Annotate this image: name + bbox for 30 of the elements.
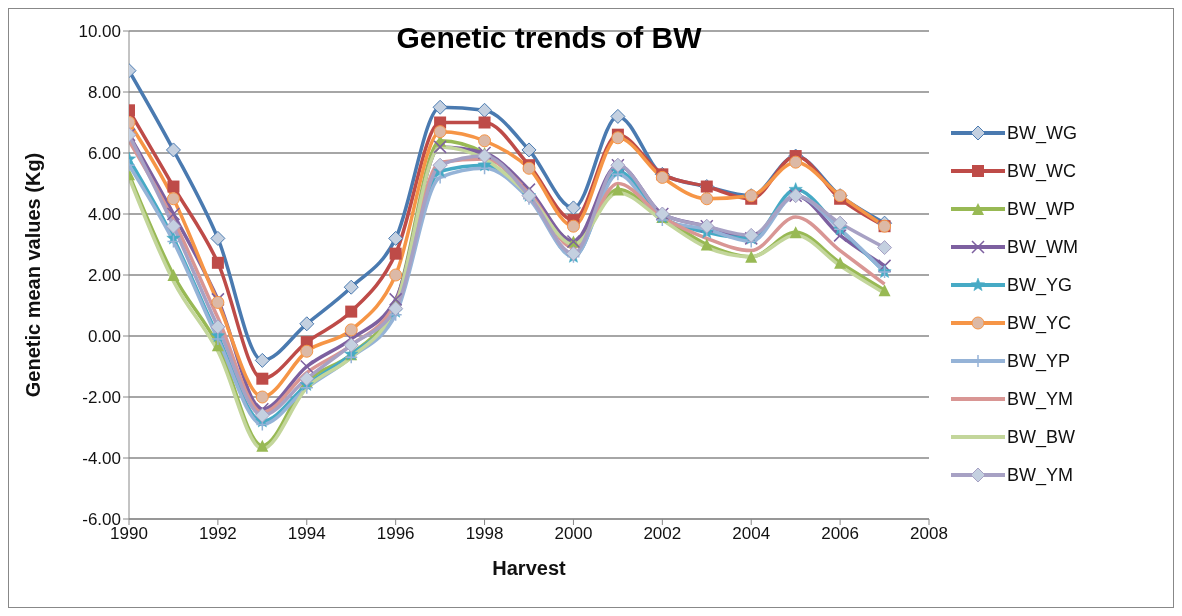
legend-label: BW_YM (1007, 464, 1074, 486)
legend-label: BW_YG (1007, 274, 1073, 296)
x-tick-label: 2006 (821, 524, 860, 544)
x-tick-label: 1994 (287, 524, 326, 544)
legend-label: BW_WM (1007, 236, 1078, 258)
y-tick-label: -4.00 (82, 449, 121, 469)
chart-title: Genetic trends of BW (395, 21, 703, 55)
x-axis-title: Harvest (492, 557, 567, 579)
legend-label: BW_YM (1007, 388, 1074, 410)
y-tick-label: 8.00 (87, 83, 121, 103)
y-tick-label: -2.00 (82, 388, 121, 408)
legend-label: BW_BW (1007, 426, 1076, 448)
x-tick-label: 2004 (732, 524, 771, 544)
y-tick-label: 10.00 (78, 22, 121, 42)
y-tick-label: 0.00 (87, 327, 121, 347)
x-tick-label: 2008 (910, 524, 948, 544)
y-tick-label: 6.00 (87, 144, 121, 164)
x-tick-label: 1996 (376, 524, 415, 544)
x-tick-label: 1992 (198, 524, 237, 544)
x-tick-label: 1998 (465, 524, 504, 544)
y-axis-title: Genetic mean values (Kg) (22, 152, 45, 398)
legend-label: BW_YP (1007, 350, 1071, 372)
legend-label: BW_WP (1007, 198, 1076, 220)
y-tick-label: 2.00 (87, 266, 121, 286)
y-tick-label: 4.00 (87, 205, 121, 225)
x-tick-label: 2002 (643, 524, 682, 544)
legend-label: BW_YC (1007, 312, 1072, 334)
legend-label: BW_WG (1007, 122, 1077, 144)
x-tick-label: 2000 (554, 524, 593, 544)
legend-label: BW_WC (1007, 160, 1076, 182)
